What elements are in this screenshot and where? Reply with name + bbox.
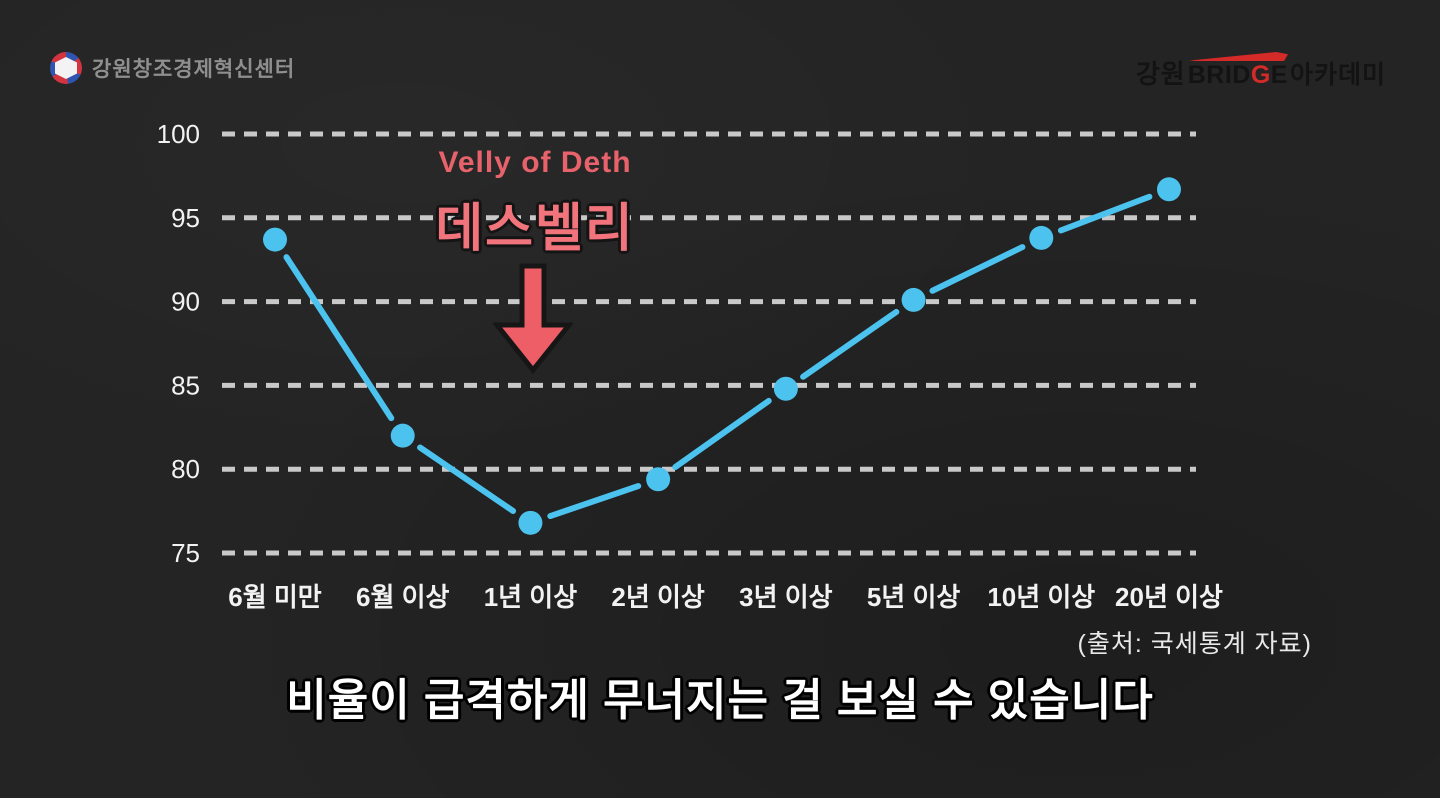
- line-segment: [283, 254, 395, 422]
- x-tick-label: 20년 이상: [1115, 582, 1223, 612]
- brand-letters: BRID: [1187, 61, 1251, 89]
- data-point: [390, 423, 415, 448]
- down-arrow-icon: [491, 263, 575, 375]
- x-tick-label: 1년 이상: [484, 582, 578, 612]
- header-right-logo: 강원 BRIDGE 아카데미: [1135, 52, 1386, 91]
- line-chart: 75 80 85 90 95 100 6월 미만 6월 이상 1년 이상 2년 이상 3년 이상 5년…: [157, 119, 1223, 612]
- y-tick-label: 100: [157, 119, 200, 149]
- data-point: [1157, 177, 1181, 202]
- left-logo-text: 강원창조경제혁신센터: [92, 58, 296, 81]
- line-segment: [547, 483, 642, 520]
- source-note: (출처: 국세통계 자료): [1077, 630, 1312, 658]
- data-point: [1029, 225, 1054, 250]
- caption-subtitle: 비율이 급격하게 무너지는 걸 보실 수 있습니다: [286, 676, 1154, 725]
- data-point: [773, 376, 798, 401]
- annotation-subtitle: Velly of Deth: [438, 146, 632, 179]
- data-point: [646, 467, 671, 492]
- data-point: [901, 287, 926, 312]
- brand-accent-letter: G: [1250, 61, 1271, 89]
- x-tick-label: 10년 이상: [987, 582, 1095, 612]
- y-tick-label: 80: [171, 454, 200, 484]
- valley-annotation: Velly of Deth 데스벨리: [365, 146, 705, 261]
- annotation-title: 데스벨리: [435, 200, 635, 258]
- right-logo-prefix: 강원: [1135, 59, 1186, 89]
- header-left-logo: 강원창조경제혁신센터: [50, 52, 295, 84]
- data-point: [263, 227, 287, 252]
- line-segment: [672, 397, 772, 471]
- line-segment: [1057, 193, 1153, 234]
- y-tick-label: 90: [171, 287, 200, 317]
- y-tick-label: 95: [171, 203, 200, 233]
- line-segment: [800, 308, 900, 380]
- brand-letters: E: [1270, 61, 1288, 89]
- x-tick-label: 6월 미만: [228, 582, 322, 612]
- y-tick-label: 75: [171, 538, 200, 568]
- red-swoosh-icon: [1189, 52, 1288, 61]
- x-tick-label: 5년 이상: [867, 582, 961, 612]
- hexagon-ring-logo-icon: [50, 52, 82, 84]
- right-logo-suffix: 아카데미: [1289, 61, 1386, 89]
- x-tick-label: 2년 이상: [611, 582, 705, 612]
- right-logo-brand: BRIDGE: [1187, 52, 1288, 90]
- line-segment: [929, 244, 1026, 294]
- data-point: [518, 510, 543, 535]
- down-arrow-svg: [491, 263, 575, 375]
- y-tick-label: 85: [171, 370, 200, 400]
- line-segment: [417, 444, 517, 514]
- x-tick-label: 6월 이상: [356, 582, 450, 612]
- x-tick-label: 3년 이상: [739, 582, 833, 612]
